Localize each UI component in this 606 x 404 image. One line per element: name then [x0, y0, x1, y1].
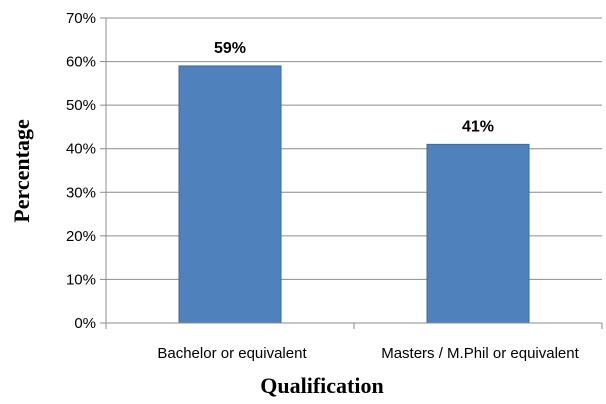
y-tick-labels: 0% 10% 20% 30% 40% 50% 60% 70%: [66, 10, 96, 332]
data-labels: 59% 41%: [214, 40, 494, 135]
x-axis-title: Qualification: [260, 373, 383, 398]
data-label: 41%: [462, 118, 494, 135]
bar: [178, 65, 282, 324]
y-tick-label: 30%: [66, 184, 96, 201]
y-tick-label: 20%: [66, 228, 96, 245]
bars: [178, 65, 530, 324]
axes: [105, 18, 603, 329]
y-axis-title: Percentage: [9, 119, 34, 223]
x-tick-label: Bachelor or equivalent: [157, 345, 307, 362]
y-tick-label: 60%: [66, 54, 96, 71]
bar: [426, 143, 530, 324]
data-label: 59%: [214, 40, 246, 57]
y-tick-label: 10%: [66, 271, 96, 288]
y-tick-label: 0%: [74, 315, 96, 332]
y-tick-label: 50%: [66, 97, 96, 114]
x-tick-label: Masters / M.Phil or equivalent: [381, 345, 579, 362]
y-tick-label: 70%: [66, 10, 96, 27]
y-tick-label: 40%: [66, 141, 96, 158]
x-tick-labels: Bachelor or equivalent Masters / M.Phil o…: [157, 345, 579, 362]
